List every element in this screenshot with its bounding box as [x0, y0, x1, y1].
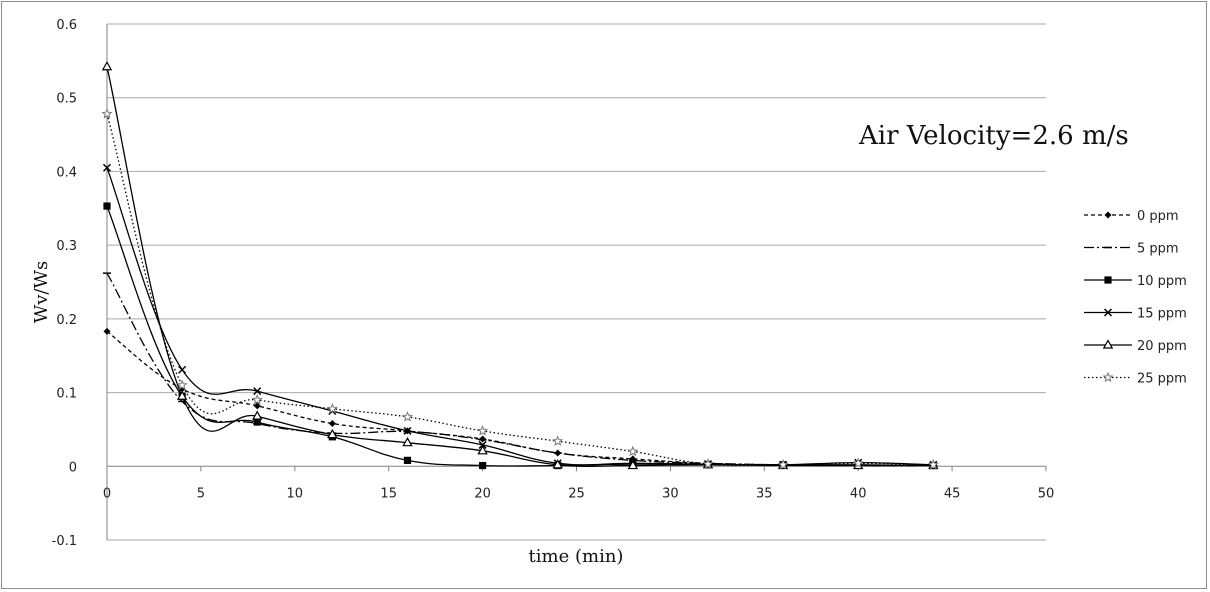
- data-point-25-ppm: [176, 379, 188, 390]
- data-point-0-ppm: [328, 420, 336, 428]
- data-point-10-ppm: [479, 461, 487, 470]
- data-point-15-ppm: [102, 163, 112, 172]
- x-tick-label: 30: [662, 486, 679, 501]
- data-point-20-ppm: [477, 445, 488, 455]
- air-velocity-annotation: Air Velocity=2.6 m/s: [858, 121, 1129, 151]
- y-axis-title: Wv/Ws: [31, 261, 52, 323]
- data-point-20-ppm: [327, 428, 338, 439]
- gridlines: [107, 23, 1046, 541]
- x-tick-label: 15: [380, 486, 397, 501]
- series-line-5-ppm: [106, 272, 934, 467]
- data-point-25-ppm: [477, 425, 489, 436]
- legend-marker-10-ppm: [1104, 276, 1112, 284]
- x-tick-label: 40: [850, 486, 867, 501]
- data-point-25-ppm: [927, 458, 939, 470]
- series-25-ppm: [101, 108, 939, 470]
- legend-marker-15-ppm: [1103, 308, 1113, 317]
- legend-label-0-ppm: 0 ppm: [1137, 209, 1179, 224]
- x-tick-label: 5: [197, 486, 205, 501]
- data-point-25-ppm: [627, 445, 639, 457]
- data-point-20-ppm: [402, 436, 413, 447]
- data-point-10-ppm: [103, 202, 111, 210]
- legend-marker-0-ppm: [1104, 211, 1112, 219]
- series-line-0-ppm: [106, 330, 934, 467]
- legend-marker-20-ppm: [1102, 339, 1114, 349]
- series-group: [101, 61, 939, 470]
- data-point-20-ppm: [627, 459, 639, 470]
- data-point-25-ppm: [251, 394, 263, 405]
- x-tick-label: 45: [944, 486, 961, 501]
- data-point-10-ppm: [253, 418, 261, 426]
- y-tick-label: -0.1: [52, 534, 77, 549]
- data-point-20-ppm: [176, 390, 188, 400]
- y-tick-label: 0: [69, 460, 77, 475]
- data-point-15-ppm: [478, 440, 487, 449]
- legend-label-5-ppm: 5 ppm: [1137, 242, 1179, 257]
- y-tick-label: 0.2: [56, 313, 77, 328]
- series-15-ppm: [102, 163, 938, 469]
- y-tick-label: 0.4: [56, 165, 77, 180]
- x-tick-label: 50: [1038, 486, 1055, 501]
- legend-label-20-ppm: 20 ppm: [1137, 339, 1187, 354]
- data-point-25-ppm: [702, 458, 714, 469]
- y-tick-label: 0.6: [56, 18, 77, 33]
- axes: [106, 24, 1047, 540]
- x-tick-label: 25: [568, 486, 585, 501]
- data-point-25-ppm: [101, 108, 113, 119]
- legend: 0 ppm 5 ppm 10 ppm 15 ppm 20 ppm 25 ppm: [1084, 209, 1187, 387]
- y-tick-label: 0.5: [56, 92, 77, 107]
- data-point-25-ppm: [852, 457, 864, 469]
- data-point-20-ppm: [101, 61, 113, 71]
- y-tick-label: 0.1: [56, 387, 77, 402]
- legend-label-10-ppm: 10 ppm: [1137, 274, 1187, 289]
- x-tick-label: 0: [103, 486, 111, 501]
- data-point-25-ppm: [552, 435, 564, 446]
- series-10-ppm: [103, 202, 937, 470]
- legend-label-15-ppm: 15 ppm: [1137, 307, 1187, 322]
- series-20-ppm: [101, 61, 939, 470]
- x-tick-label: 35: [756, 486, 773, 501]
- legend-marker-25-ppm: [1102, 371, 1114, 383]
- data-point-0-ppm: [103, 327, 111, 335]
- series-line-20-ppm: [106, 66, 934, 467]
- x-axis-title: time (min): [529, 546, 624, 567]
- data-point-20-ppm: [552, 459, 563, 469]
- data-point-15-ppm: [253, 387, 262, 396]
- data-point-25-ppm: [777, 458, 789, 470]
- series-line-15-ppm: [106, 167, 934, 466]
- series-5-ppm: [103, 272, 938, 467]
- data-point-15-ppm: [403, 426, 412, 435]
- data-point-0-ppm: [253, 402, 261, 410]
- data-point-25-ppm: [401, 411, 414, 422]
- data-point-10-ppm: [403, 456, 412, 464]
- x-tick-label: 20: [474, 486, 491, 501]
- tick-labels: -0.1 0 0.1 0.2 0.3 0.4 0.5 0.6 0 5 10 15 20 25 30 35 40 4…: [52, 18, 1055, 549]
- x-tick-label: 10: [287, 486, 304, 501]
- data-point-20-ppm: [252, 410, 263, 420]
- data-point-25-ppm: [326, 402, 338, 414]
- series-0-ppm: [103, 327, 937, 470]
- y-tick-label: 0.3: [56, 239, 77, 254]
- data-point-15-ppm: [178, 365, 187, 374]
- legend-label-25-ppm: 25 ppm: [1137, 372, 1187, 387]
- series-line-25-ppm: [106, 113, 934, 467]
